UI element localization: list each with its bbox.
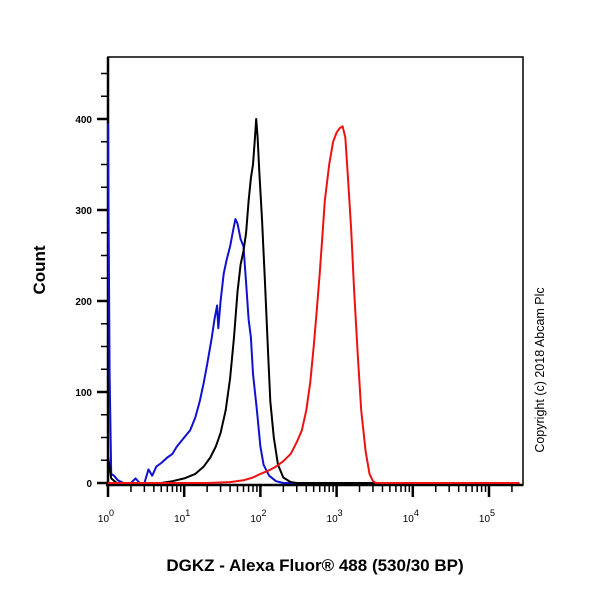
y-tick-label: 200 [75,297,92,308]
x-tick-label: 100 [98,508,114,525]
histogram-line [108,125,520,484]
histogram-line [107,118,520,484]
y-tick-label: 400 [75,115,92,126]
x-axis-title: DGKZ - Alexa Fluor® 488 (530/30 BP) [166,556,464,575]
y-tick-label: 0 [86,479,92,490]
copyright-notice: Copyright (c) 2018 Abcam Plc [533,287,547,453]
x-tick-label: 105 [479,508,495,525]
y-axis-title: Count [30,245,49,295]
x-tick-label: 104 [403,508,419,525]
x-tick-label: 102 [250,508,266,525]
x-tick-label: 101 [174,508,190,525]
histogram-line [107,123,520,484]
plot-frame [106,56,524,487]
x-axis: 100 101 102 103 104 105 [98,485,513,525]
x-tick-label: 103 [327,508,343,525]
y-tick-label: 100 [75,388,92,399]
y-axis: 0 100 200 300 400 [75,72,108,490]
histogram-series [107,118,520,484]
y-tick-label: 300 [75,206,92,217]
